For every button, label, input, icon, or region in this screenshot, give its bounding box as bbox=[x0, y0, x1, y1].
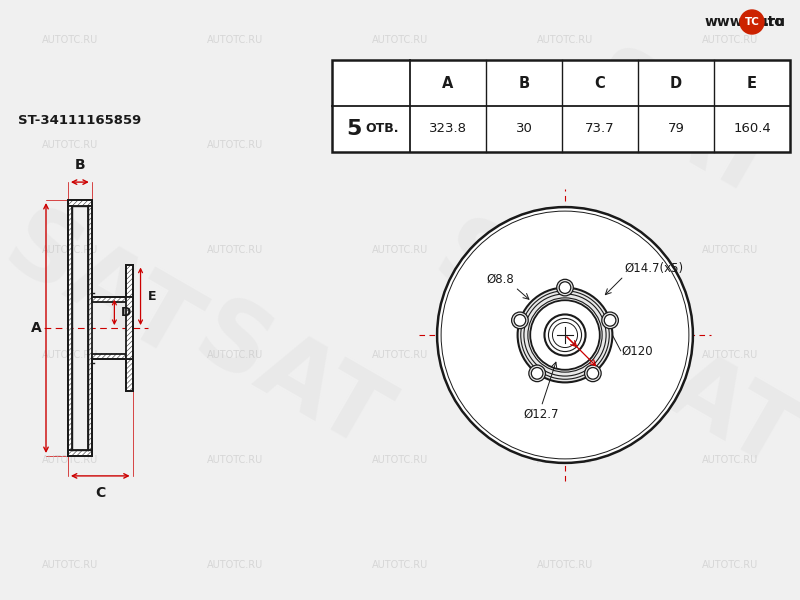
Circle shape bbox=[518, 287, 613, 382]
Text: E: E bbox=[747, 76, 757, 91]
Text: 323.8: 323.8 bbox=[429, 122, 467, 136]
Text: AUTOTC.RU: AUTOTC.RU bbox=[372, 35, 428, 45]
Circle shape bbox=[437, 207, 693, 463]
Text: SAT: SAT bbox=[418, 209, 642, 391]
Text: AUTOTC.RU: AUTOTC.RU bbox=[702, 140, 758, 150]
Text: Ø14.7(x5): Ø14.7(x5) bbox=[625, 262, 684, 275]
Text: D: D bbox=[122, 306, 132, 319]
Text: AUTOTC.RU: AUTOTC.RU bbox=[537, 350, 593, 360]
Text: 73.7: 73.7 bbox=[585, 122, 615, 136]
Text: SAT: SAT bbox=[568, 38, 792, 221]
Circle shape bbox=[531, 368, 543, 379]
Text: AUTOTC.RU: AUTOTC.RU bbox=[372, 455, 428, 465]
Text: AUTOTC.RU: AUTOTC.RU bbox=[372, 560, 428, 570]
Text: AUTOTC.RU: AUTOTC.RU bbox=[537, 245, 593, 255]
Text: AUTOTC.RU: AUTOTC.RU bbox=[372, 350, 428, 360]
Circle shape bbox=[514, 314, 526, 326]
Polygon shape bbox=[126, 359, 133, 391]
Text: AUTOTC.RU: AUTOTC.RU bbox=[42, 35, 98, 45]
Text: 160.4: 160.4 bbox=[733, 122, 771, 136]
Text: SAT: SAT bbox=[588, 308, 800, 491]
Text: D: D bbox=[670, 76, 682, 91]
Text: AUTOTC.RU: AUTOTC.RU bbox=[537, 560, 593, 570]
Text: AUTOTC.RU: AUTOTC.RU bbox=[537, 35, 593, 45]
Text: SAT: SAT bbox=[178, 289, 402, 472]
Text: AUTOTC.RU: AUTOTC.RU bbox=[42, 455, 98, 465]
Text: AUTOTC.RU: AUTOTC.RU bbox=[207, 35, 263, 45]
Text: SAT: SAT bbox=[0, 199, 212, 382]
Text: AUTOTC.RU: AUTOTC.RU bbox=[702, 350, 758, 360]
Text: AUTOTC.RU: AUTOTC.RU bbox=[207, 140, 263, 150]
Text: AUTOTC.RU: AUTOTC.RU bbox=[42, 245, 98, 255]
Text: 30: 30 bbox=[515, 122, 533, 136]
Circle shape bbox=[602, 312, 618, 329]
Text: Ø120: Ø120 bbox=[622, 344, 654, 357]
Text: AUTOTC.RU: AUTOTC.RU bbox=[42, 140, 98, 150]
Circle shape bbox=[587, 368, 598, 379]
Text: A: A bbox=[30, 321, 42, 335]
Text: AUTOTC.RU: AUTOTC.RU bbox=[702, 560, 758, 570]
Text: AUTOTC.RU: AUTOTC.RU bbox=[702, 35, 758, 45]
Circle shape bbox=[530, 300, 600, 370]
Polygon shape bbox=[92, 353, 126, 359]
Text: AUTOTC.RU: AUTOTC.RU bbox=[207, 455, 263, 465]
Text: AUTOTC.RU: AUTOTC.RU bbox=[702, 455, 758, 465]
Circle shape bbox=[604, 314, 616, 326]
Text: B: B bbox=[518, 76, 530, 91]
Text: Ø104: Ø104 bbox=[570, 317, 602, 330]
Polygon shape bbox=[88, 206, 92, 449]
Circle shape bbox=[529, 365, 546, 382]
Polygon shape bbox=[92, 297, 126, 302]
Text: AUTOTC.RU: AUTOTC.RU bbox=[702, 245, 758, 255]
Circle shape bbox=[545, 314, 586, 356]
Circle shape bbox=[557, 279, 574, 296]
Text: ST-34111165859: ST-34111165859 bbox=[18, 113, 142, 127]
Text: A: A bbox=[442, 76, 454, 91]
Text: AUTOTC.RU: AUTOTC.RU bbox=[207, 350, 263, 360]
Polygon shape bbox=[68, 200, 92, 206]
Text: AUTOTC.RU: AUTOTC.RU bbox=[207, 560, 263, 570]
Circle shape bbox=[585, 365, 601, 382]
Polygon shape bbox=[126, 265, 133, 297]
Text: AUTOTC.RU: AUTOTC.RU bbox=[537, 455, 593, 465]
Polygon shape bbox=[68, 206, 72, 449]
Text: Ø8.8: Ø8.8 bbox=[486, 273, 514, 286]
Bar bbox=[332, 60, 790, 152]
Polygon shape bbox=[68, 449, 92, 456]
Text: AUTOTC.RU: AUTOTC.RU bbox=[372, 245, 428, 255]
Circle shape bbox=[559, 282, 571, 293]
Text: AUTOTC.RU: AUTOTC.RU bbox=[537, 140, 593, 150]
Text: AUTOTC.RU: AUTOTC.RU bbox=[207, 245, 263, 255]
Text: C: C bbox=[594, 76, 606, 91]
Text: AUTOTC.RU: AUTOTC.RU bbox=[42, 560, 98, 570]
Text: Ø12.7: Ø12.7 bbox=[523, 407, 559, 421]
Text: www.Auto: www.Auto bbox=[705, 15, 785, 29]
Text: AUTOTC.RU: AUTOTC.RU bbox=[42, 350, 98, 360]
Text: TC: TC bbox=[745, 17, 759, 27]
Text: 79: 79 bbox=[667, 122, 685, 136]
Text: B: B bbox=[74, 158, 85, 172]
Text: C: C bbox=[95, 486, 106, 500]
Circle shape bbox=[740, 10, 764, 34]
Text: ОТВ.: ОТВ. bbox=[366, 122, 398, 136]
Circle shape bbox=[512, 312, 528, 329]
Text: E: E bbox=[147, 290, 156, 303]
Text: .ru: .ru bbox=[764, 15, 786, 29]
Polygon shape bbox=[126, 297, 133, 359]
Text: 5: 5 bbox=[346, 119, 362, 139]
Text: AUTOTC.RU: AUTOTC.RU bbox=[372, 140, 428, 150]
